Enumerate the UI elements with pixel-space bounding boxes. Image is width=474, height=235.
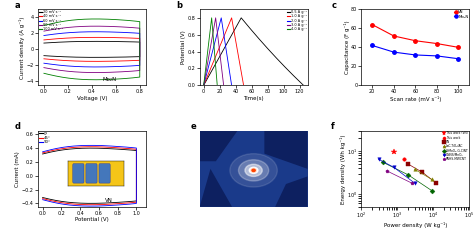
Circle shape: [251, 168, 256, 172]
Mo₂N: [391, 51, 397, 54]
GrMoO₃-G-CINT: [380, 161, 386, 164]
Y-axis label: Current density (A g⁻¹): Current density (A g⁻¹): [19, 16, 25, 78]
Circle shape: [252, 169, 255, 172]
Polygon shape: [275, 176, 308, 207]
Line: VN: VN: [371, 23, 460, 49]
PNHS-MWCNT: [409, 182, 415, 184]
Line: VN: VN: [406, 162, 438, 185]
Line: PNHS-MWCNT: PNHS-MWCNT: [385, 169, 413, 185]
Text: VN: VN: [105, 198, 113, 203]
Circle shape: [249, 167, 258, 173]
X-axis label: Voltage (V): Voltage (V): [77, 96, 107, 101]
VN: [434, 42, 440, 45]
GrMoO₃-G-CINT: [405, 173, 411, 176]
Y-axis label: Current (mA): Current (mA): [16, 151, 20, 187]
X-axis label: Potential (V): Potential (V): [75, 217, 109, 222]
Text: d: d: [14, 122, 20, 131]
Line: LaC-TiO₂/AC: LaC-TiO₂/AC: [413, 168, 433, 181]
Text: f: f: [331, 122, 335, 131]
Text: a: a: [14, 1, 20, 10]
Text: b: b: [176, 1, 182, 10]
Line: Mo₂N: Mo₂N: [371, 44, 460, 60]
Line: GNNS/MnO₂: GNNS/MnO₂: [377, 157, 416, 185]
Polygon shape: [264, 131, 308, 169]
VN: [412, 39, 418, 42]
Legend: 0.5 A g⁻¹, 1.0 A g⁻¹, 2.0 A g⁻¹, 3.0 A g⁻¹, 4.0 A g⁻¹: 0.5 A g⁻¹, 1.0 A g⁻¹, 2.0 A g⁻¹, 3.0 A g…: [287, 10, 307, 31]
Mo₂N: [456, 57, 461, 60]
Text: e: e: [191, 122, 197, 131]
PNHS-MWCNT: [384, 169, 390, 172]
VN: [419, 171, 425, 174]
VN: [433, 182, 439, 184]
Y-axis label: Energy density (Wh kg⁻¹): Energy density (Wh kg⁻¹): [340, 134, 346, 204]
Mo₂N: [434, 55, 440, 57]
LaC-TiO₂/AC: [412, 168, 418, 171]
Circle shape: [245, 164, 262, 176]
VN: [405, 163, 411, 165]
GNNS/MnO₂: [376, 158, 382, 161]
Y-axis label: Potential (V): Potential (V): [182, 31, 186, 64]
Legend: This work (VN), This work, VN, LaC-TiO₂/AC, GrMoO₃-G-CINT, GNNS/MnO₂, PNHS-MWCNT: This work (VN), This work, VN, LaC-TiO₂/…: [443, 132, 469, 161]
Text: Mo₂N: Mo₂N: [102, 77, 117, 82]
Legend: 20 mV s⁻¹, 40 mV s⁻¹, 60 mV s⁻¹, 80 mV s⁻¹, 100 mV s⁻¹: 20 mV s⁻¹, 40 mV s⁻¹, 60 mV s⁻¹, 80 mV s…: [38, 10, 63, 31]
Legend: 0°, 45°, 90°: 0°, 45°, 90°: [39, 132, 50, 145]
Legend: VN, Mo₂N: VN, Mo₂N: [454, 10, 468, 19]
Text: c: c: [331, 1, 336, 10]
X-axis label: Time(s): Time(s): [243, 96, 264, 101]
X-axis label: Power density (W kg⁻¹): Power density (W kg⁻¹): [383, 222, 447, 228]
GNNS/MnO₂: [391, 166, 397, 169]
VN: [456, 46, 461, 49]
Mo₂N: [369, 44, 375, 47]
GNNS/MnO₂: [412, 182, 418, 184]
Mo₂N: [412, 54, 418, 56]
VN: [369, 23, 375, 26]
Circle shape: [238, 160, 269, 181]
LaC-TiO₂/AC: [429, 178, 435, 181]
Polygon shape: [200, 131, 237, 161]
Y-axis label: Capacitance (F g⁻¹): Capacitance (F g⁻¹): [344, 20, 350, 74]
GrMoO₃-G-CINT: [429, 189, 435, 192]
VN: [391, 35, 397, 37]
Line: GrMoO₃-G-CINT: GrMoO₃-G-CINT: [381, 161, 433, 192]
X-axis label: Scan rate (mV s⁻¹): Scan rate (mV s⁻¹): [390, 96, 441, 102]
Circle shape: [230, 154, 277, 187]
Polygon shape: [200, 169, 232, 207]
